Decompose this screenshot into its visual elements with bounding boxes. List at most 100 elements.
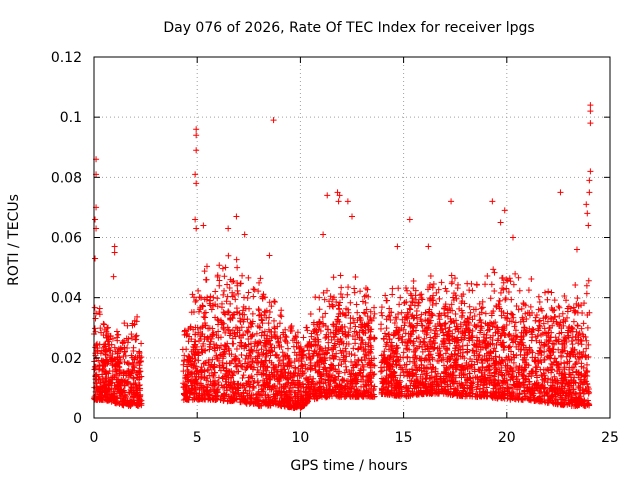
data-point bbox=[263, 400, 270, 407]
data-point bbox=[111, 390, 118, 397]
data-point bbox=[491, 288, 498, 295]
data-point bbox=[303, 324, 310, 331]
data-point bbox=[235, 290, 242, 297]
data-point bbox=[226, 284, 233, 291]
data-point bbox=[429, 284, 436, 291]
chart-title: Day 076 of 2026, Rate Of TEC Index for r… bbox=[163, 20, 534, 36]
data-point bbox=[232, 296, 239, 303]
data-point bbox=[400, 326, 407, 333]
data-point bbox=[479, 344, 486, 351]
data-point bbox=[435, 286, 442, 293]
data-point bbox=[257, 311, 264, 318]
data-point bbox=[278, 307, 285, 314]
data-point bbox=[136, 348, 143, 355]
data-point bbox=[427, 273, 434, 280]
data-point bbox=[206, 341, 213, 348]
data-point bbox=[249, 310, 256, 317]
data-point bbox=[570, 304, 577, 311]
data-point bbox=[406, 346, 413, 353]
data-point bbox=[248, 398, 255, 405]
data-point bbox=[572, 281, 579, 288]
data-point bbox=[351, 289, 358, 296]
data-point bbox=[203, 276, 210, 283]
data-point bbox=[180, 368, 187, 375]
data-point bbox=[512, 319, 519, 326]
data-point bbox=[138, 340, 145, 347]
data-point bbox=[515, 274, 522, 281]
data-point bbox=[203, 377, 210, 384]
data-point bbox=[278, 313, 285, 320]
data-point bbox=[345, 284, 352, 291]
data-point bbox=[180, 361, 187, 368]
data-point bbox=[91, 304, 98, 311]
data-point bbox=[293, 334, 300, 341]
data-point bbox=[536, 299, 543, 306]
data-point bbox=[258, 346, 265, 353]
outlier-point bbox=[586, 189, 593, 196]
data-point bbox=[515, 306, 522, 313]
data-point bbox=[450, 297, 457, 304]
data-point bbox=[357, 288, 364, 295]
data-point bbox=[353, 301, 360, 308]
data-point bbox=[250, 293, 257, 300]
outlier-point bbox=[241, 231, 248, 238]
data-point bbox=[381, 330, 388, 337]
data-point bbox=[275, 362, 282, 369]
data-point bbox=[133, 332, 140, 339]
data-point bbox=[121, 348, 128, 355]
data-point bbox=[197, 325, 204, 332]
y-tick-label: 0 bbox=[73, 411, 82, 427]
outlier-point bbox=[266, 252, 273, 259]
data-point bbox=[201, 268, 208, 275]
data-point bbox=[382, 343, 389, 350]
data-point bbox=[548, 366, 555, 373]
data-point bbox=[441, 305, 448, 312]
data-point bbox=[277, 312, 284, 319]
data-point bbox=[340, 377, 347, 384]
data-point bbox=[216, 277, 223, 284]
data-point bbox=[386, 305, 393, 312]
data-point bbox=[248, 363, 255, 370]
data-point bbox=[570, 364, 577, 371]
data-point bbox=[264, 332, 271, 339]
data-point bbox=[443, 288, 450, 295]
data-point bbox=[239, 363, 246, 370]
data-point bbox=[583, 361, 590, 368]
data-point bbox=[270, 317, 277, 324]
data-point bbox=[191, 359, 198, 366]
data-point bbox=[529, 331, 536, 338]
data-point bbox=[212, 288, 219, 295]
data-point bbox=[405, 311, 412, 318]
outlier-point bbox=[193, 180, 200, 187]
data-point bbox=[389, 291, 396, 298]
data-point bbox=[544, 296, 551, 303]
data-point bbox=[338, 284, 345, 291]
data-point bbox=[562, 374, 569, 381]
data-point bbox=[512, 270, 519, 277]
data-point bbox=[409, 295, 416, 302]
data-point bbox=[256, 279, 263, 286]
data-point bbox=[343, 312, 350, 319]
outlier-point bbox=[406, 216, 413, 223]
data-point bbox=[523, 316, 530, 323]
data-point bbox=[215, 328, 222, 335]
data-point bbox=[364, 286, 371, 293]
outlier-point bbox=[425, 243, 432, 250]
data-point bbox=[561, 366, 568, 373]
data-point bbox=[363, 306, 370, 313]
data-point bbox=[502, 314, 509, 321]
data-point bbox=[199, 342, 206, 349]
data-point bbox=[551, 341, 558, 348]
data-point bbox=[516, 390, 523, 397]
data-point bbox=[453, 295, 460, 302]
data-point bbox=[202, 309, 209, 316]
data-point bbox=[404, 287, 411, 294]
data-point bbox=[416, 292, 423, 299]
outlier-point bbox=[583, 201, 590, 208]
data-point bbox=[438, 279, 445, 286]
data-point bbox=[409, 323, 416, 330]
data-point bbox=[250, 392, 257, 399]
data-point bbox=[272, 351, 279, 358]
data-point bbox=[347, 320, 354, 327]
data-point bbox=[324, 326, 331, 333]
